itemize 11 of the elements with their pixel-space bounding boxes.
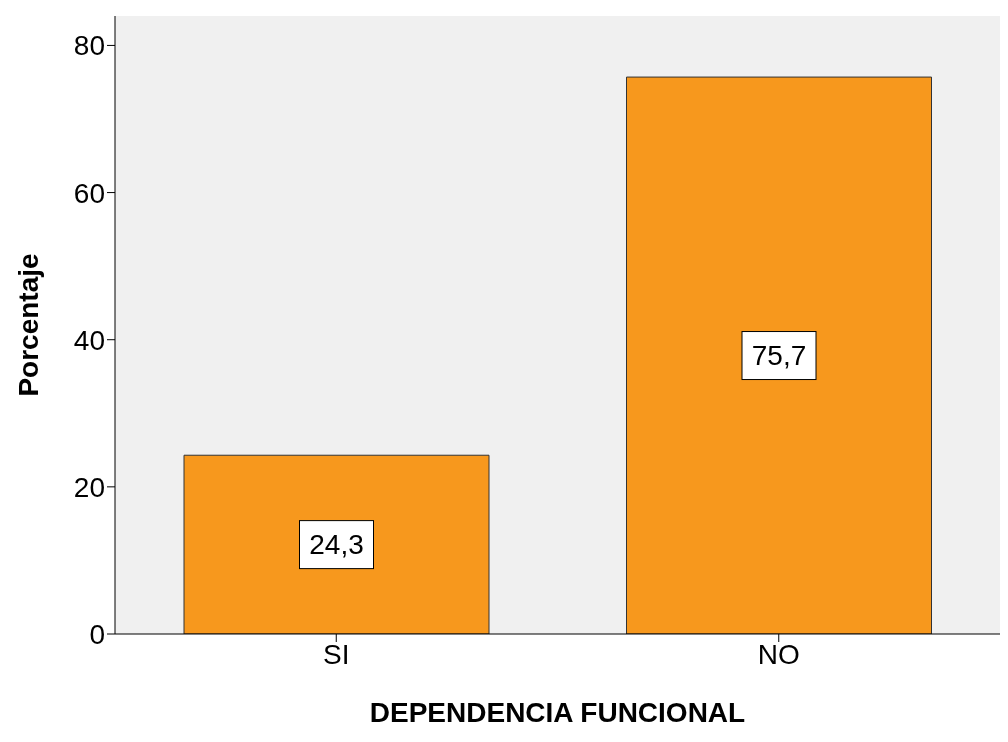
y-axis-title: Porcentaje — [12, 253, 44, 397]
x-tick-label: SI — [323, 638, 350, 670]
data-label: 24,3 — [309, 529, 364, 561]
x-axis-title: DEPENDENCIA FUNCIONAL — [369, 697, 746, 728]
y-tick-label: 80 — [73, 30, 105, 62]
y-tick-label: 0 — [89, 618, 105, 650]
y-tick-label: 40 — [73, 324, 105, 356]
data-label: 75,7 — [751, 340, 807, 372]
y-tick-label: 20 — [73, 471, 105, 503]
x-tick-label: NO — [757, 638, 800, 670]
y-tick-label: 60 — [73, 177, 105, 209]
